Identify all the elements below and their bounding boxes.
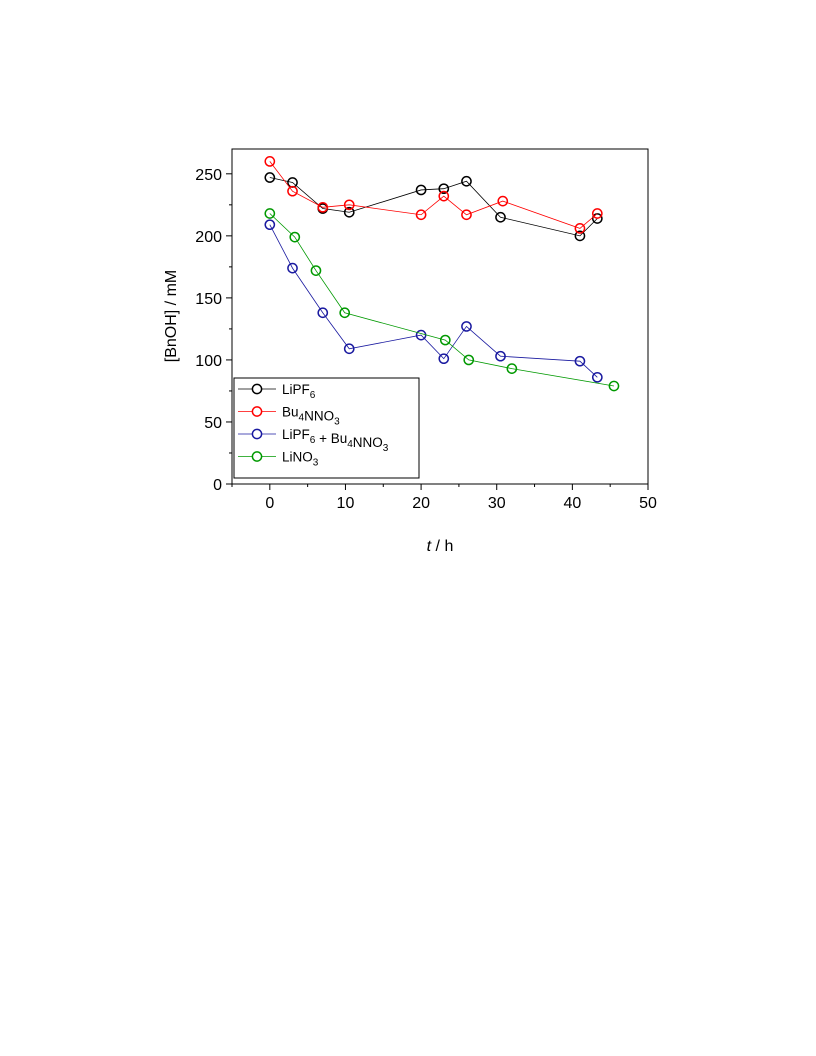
data-point [591, 208, 603, 219]
x-axis-label-rest: / h [431, 538, 453, 555]
data-point [317, 201, 329, 213]
plot-frame [231, 148, 649, 485]
x-tick-label: 40 [563, 495, 581, 512]
x-tick-label: 20 [412, 495, 430, 512]
data-point [574, 223, 586, 234]
series-line [269, 177, 598, 237]
x-tick-label: 0 [265, 495, 274, 512]
x-tick-label: 50 [639, 495, 657, 512]
series-1 [264, 156, 603, 234]
data-point [438, 353, 450, 365]
y-tick-label: 100 [195, 353, 222, 370]
data-point [264, 219, 276, 231]
data-point [495, 350, 506, 362]
legend-entry: Bu4NNO3 [238, 405, 340, 428]
series-line [269, 224, 598, 378]
data-point [438, 183, 450, 195]
data-point [264, 172, 276, 183]
y-tick-label: 250 [195, 167, 222, 184]
data-point [289, 231, 301, 243]
data-point [343, 199, 355, 211]
legend-marker [251, 451, 263, 462]
data-point [506, 363, 518, 374]
data-point [287, 262, 298, 274]
x-axis-label-italic: t [427, 538, 432, 555]
legend-marker [251, 406, 263, 417]
data-point [495, 211, 506, 223]
data-point [591, 371, 603, 383]
legend-marker [251, 428, 263, 440]
data-point [415, 184, 427, 196]
y-tick-label: 50 [204, 415, 222, 432]
data-point [343, 206, 355, 218]
data-point [415, 209, 427, 221]
legend-label: Bu4NNO3 [282, 405, 340, 428]
data-point [310, 265, 322, 276]
data-point [343, 343, 355, 355]
y-tick-label: 150 [195, 291, 222, 308]
legend-entry: LiNO3 [238, 450, 319, 469]
data-point [264, 156, 276, 167]
legend-entry: LiPF6 [238, 382, 316, 401]
data-point [463, 354, 475, 366]
y-tick-label: 0 [213, 477, 222, 494]
legend-label: LiPF6 + Bu4NNO3 [282, 427, 389, 454]
series-layer [264, 156, 620, 392]
data-point [439, 334, 451, 346]
y-tick-labels: 0 50 100 150 200 250 [195, 167, 222, 494]
data-point [608, 380, 620, 392]
x-tick-label: 10 [337, 495, 355, 512]
legend-label: LiPF6 [282, 382, 316, 401]
series-3 [264, 208, 620, 392]
data-point [574, 230, 586, 242]
series-2 [264, 219, 603, 383]
series-0 [264, 172, 603, 242]
y-tick-label: 200 [195, 229, 222, 246]
data-point [339, 307, 351, 319]
axis-ticks [226, 173, 649, 490]
data-point [461, 209, 472, 221]
legend-label: LiNO3 [282, 450, 319, 469]
data-point [287, 185, 298, 197]
data-point [461, 321, 472, 332]
data-point [461, 175, 472, 187]
legend-marker [251, 383, 263, 395]
legend-entry: LiPF6 + Bu4NNO3 [238, 427, 389, 454]
data-point [574, 355, 586, 367]
series-line [269, 161, 598, 229]
x-tick-labels: 0 10 20 30 40 50 [265, 495, 657, 512]
data-point [264, 208, 276, 219]
legend-box [233, 377, 420, 479]
x-tick-label: 30 [488, 495, 506, 512]
x-axis-label: t / h [427, 538, 454, 555]
data-point [317, 307, 329, 319]
data-point [438, 190, 450, 202]
y-axis-label: [BnOH] / mM [163, 270, 180, 362]
series-line [269, 213, 615, 387]
data-point [497, 195, 509, 207]
